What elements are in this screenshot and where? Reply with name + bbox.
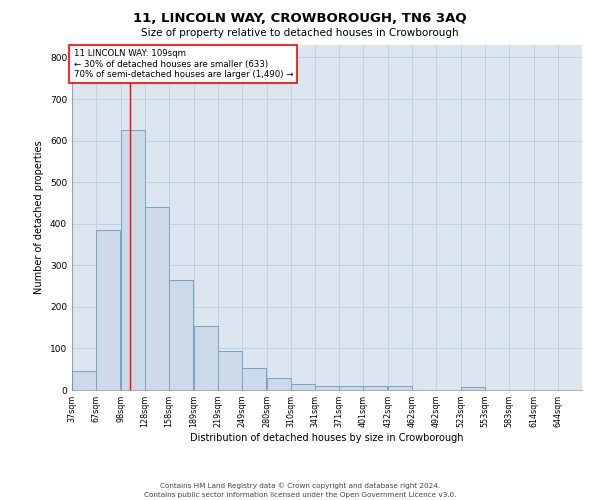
Bar (340, 386, 364, 390)
Bar (145, 207, 169, 390)
Bar (169, 280, 193, 390)
Bar (194, 326, 218, 390)
Bar (218, 350, 242, 390)
Bar (461, 386, 485, 390)
Y-axis label: Number of detached properties: Number of detached properties (34, 140, 44, 294)
Text: Size of property relative to detached houses in Crowborough: Size of property relative to detached ho… (141, 28, 459, 38)
Text: Contains public sector information licensed under the Open Government Licence v3: Contains public sector information licen… (144, 492, 456, 498)
Bar (72, 372, 96, 390)
Bar (388, 386, 412, 390)
Bar (96, 230, 120, 390)
Text: 11 LINCOLN WAY: 109sqm
← 30% of detached houses are smaller (633)
70% of semi-de: 11 LINCOLN WAY: 109sqm ← 30% of detached… (74, 49, 293, 79)
Bar (121, 130, 145, 390)
Bar (364, 386, 388, 390)
Bar (290, 384, 314, 390)
X-axis label: Distribution of detached houses by size in Crowborough: Distribution of detached houses by size … (190, 433, 464, 443)
Bar (316, 386, 340, 390)
Bar (266, 378, 290, 390)
Bar (242, 368, 266, 390)
Text: 11, LINCOLN WAY, CROWBOROUGH, TN6 3AQ: 11, LINCOLN WAY, CROWBOROUGH, TN6 3AQ (133, 12, 467, 26)
Text: Contains HM Land Registry data © Crown copyright and database right 2024.: Contains HM Land Registry data © Crown c… (160, 482, 440, 489)
